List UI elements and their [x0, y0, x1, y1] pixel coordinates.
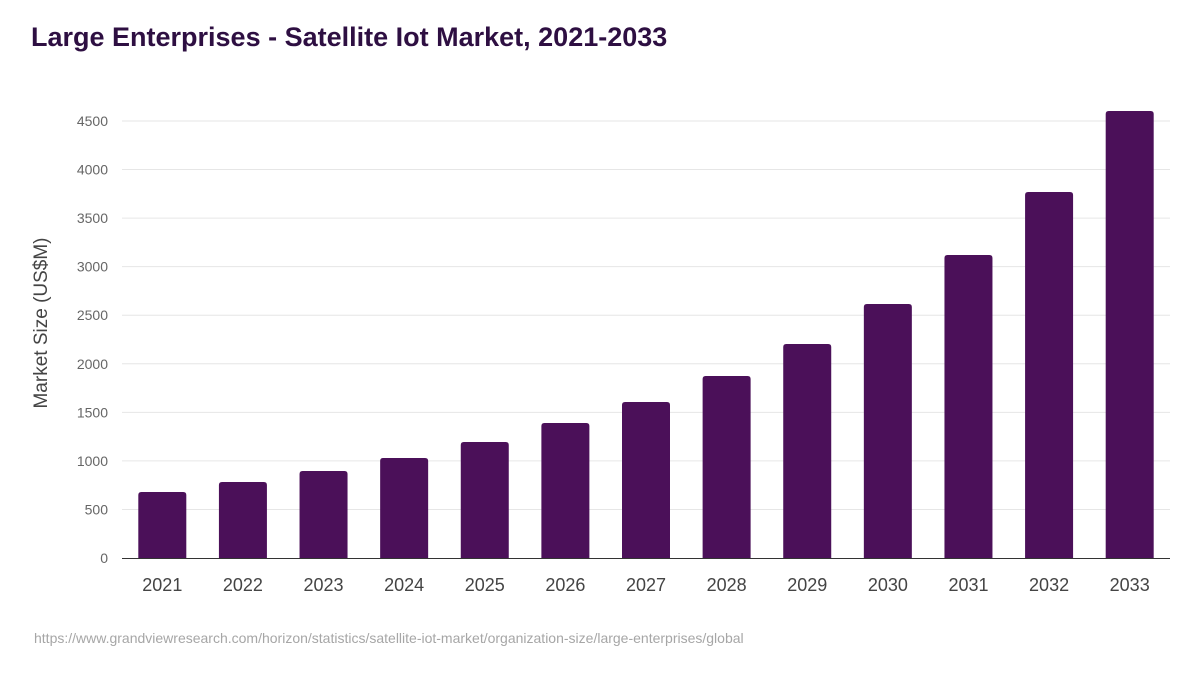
x-tick-label: 2023	[304, 575, 344, 595]
bar-2021	[138, 491, 187, 558]
x-tick-label: 2033	[1110, 575, 1150, 595]
bar-2033	[1105, 110, 1154, 558]
bar-2031	[944, 255, 993, 558]
chart-title: Large Enterprises - Satellite Iot Market…	[31, 22, 668, 52]
x-tick-label: 2027	[626, 575, 666, 595]
y-tick-label: 1000	[77, 453, 108, 469]
bar-2025	[460, 441, 509, 558]
x-tick-label: 2025	[465, 575, 505, 595]
bar-2027	[622, 401, 670, 558]
bar-2024	[380, 457, 429, 558]
bar-2022	[218, 481, 267, 558]
x-tick-label: 2029	[787, 575, 827, 595]
x-tick-label: 2022	[223, 575, 263, 595]
y-tick-label: 3000	[77, 259, 108, 275]
y-tick-label: 500	[85, 501, 109, 517]
x-tick-label: 2028	[707, 575, 747, 595]
y-tick-label: 4500	[77, 113, 108, 129]
bar-2026	[541, 423, 590, 558]
bar-2030	[863, 303, 912, 558]
y-tick-label: 2500	[77, 307, 108, 323]
y-tick-label: 2000	[77, 356, 108, 372]
x-tick-label: 2031	[948, 575, 988, 595]
bar-2023	[299, 470, 348, 558]
x-tick-label: 2032	[1029, 575, 1069, 595]
y-tick-label: 3500	[77, 210, 108, 226]
x-tick-label: 2026	[545, 575, 585, 595]
y-tick-label: 0	[100, 550, 108, 566]
x-tick-label: 2024	[384, 575, 424, 595]
bar-2032	[1025, 191, 1074, 558]
x-tick-label: 2021	[142, 575, 182, 595]
y-axis-label: Market Size (US$M)	[31, 237, 52, 408]
y-tick-label: 4000	[77, 162, 108, 178]
bar-2029	[783, 343, 832, 558]
y-tick-label: 1500	[77, 404, 108, 420]
x-tick-label: 2030	[868, 575, 908, 595]
bar-2028	[702, 376, 751, 558]
source-url[interactable]: https://www.grandviewresearch.com/horizo…	[34, 630, 744, 646]
